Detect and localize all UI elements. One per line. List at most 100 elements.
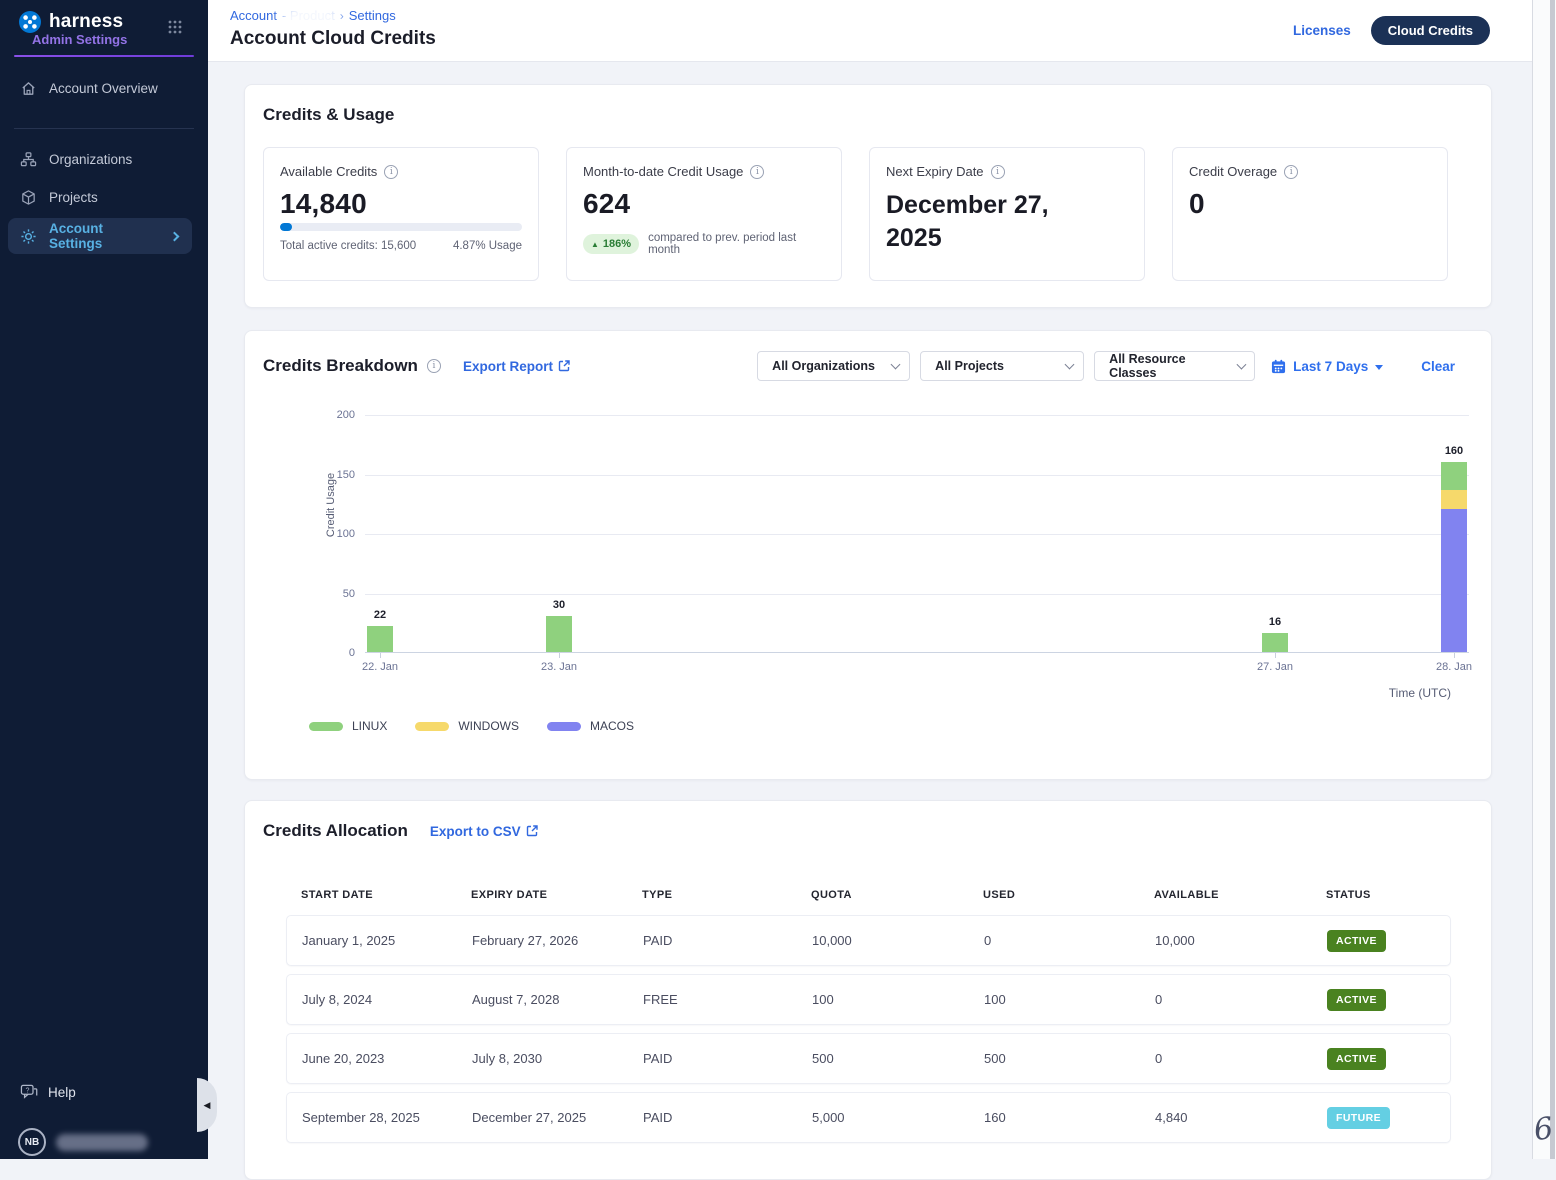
table-cell: PAID: [643, 933, 812, 948]
module-grid-icon[interactable]: [167, 19, 183, 35]
sidebar-item-organizations[interactable]: Organizations: [8, 141, 192, 177]
info-icon[interactable]: i: [991, 165, 1005, 179]
credits-breakdown-panel: Credits Breakdown i Export Report All Or…: [244, 330, 1492, 780]
resource-classes-select[interactable]: All Resource Classes: [1094, 351, 1255, 381]
credits-breakdown-chart: Credit Usage 0501001502002222. Jan3023. …: [365, 415, 1451, 755]
sidebar-divider-accent: [14, 55, 194, 57]
bar-segment-linux[interactable]: [367, 626, 393, 652]
y-tick-label: 100: [319, 528, 355, 540]
usage-percent: 4.87% Usage: [453, 240, 522, 252]
table-row[interactable]: January 1, 2025February 27, 2026PAID10,0…: [286, 915, 1451, 966]
clear-filters-link[interactable]: Clear: [1421, 359, 1455, 374]
sidebar-item-account-overview[interactable]: Account Overview: [8, 70, 192, 106]
table-cell: August 7, 2028: [472, 992, 643, 1007]
table-cell: July 8, 2030: [472, 1051, 643, 1066]
chart-legend: LINUX WINDOWS MACOS: [309, 719, 634, 733]
bar-segment-macos[interactable]: [1441, 509, 1467, 652]
column-header: STATUS: [1326, 889, 1451, 901]
x-tick-mark: [559, 653, 560, 658]
bar-segment-linux[interactable]: [1441, 462, 1467, 491]
cloud-credits-button[interactable]: Cloud Credits: [1371, 16, 1490, 45]
available-credits-value: 14,840: [280, 188, 522, 220]
table-row[interactable]: June 20, 2023July 8, 2030PAID5005000ACTI…: [286, 1033, 1451, 1084]
avatar[interactable]: NB: [18, 1128, 46, 1156]
next-expiry-value: December 27, 2025: [886, 189, 1086, 254]
x-tick-label: 22. Jan: [345, 661, 415, 673]
next-expiry-card: Next Expiry Date i December 27, 2025: [869, 147, 1145, 281]
available-credits-card: Available Credits i 14,840 Total active …: [263, 147, 539, 281]
table-cell: 0: [984, 933, 1155, 948]
sidebar-item-projects[interactable]: Projects: [8, 179, 192, 215]
y-tick-label: 50: [319, 588, 355, 600]
column-header: AVAILABLE: [1154, 889, 1326, 901]
info-icon[interactable]: i: [750, 165, 764, 179]
external-link-icon: [558, 360, 570, 372]
table-cell: 0: [1155, 992, 1327, 1007]
sidebar-item-label: Account Overview: [49, 81, 158, 96]
bar-segment-windows[interactable]: [1441, 490, 1467, 509]
chart-plot: 0501001502002222. Jan3023. Jan1627. Jan1…: [365, 415, 1469, 653]
bar-value-label: 160: [1424, 445, 1484, 457]
column-header: EXPIRY DATE: [471, 889, 642, 901]
allocation-rows: January 1, 2025February 27, 2026PAID10,0…: [286, 915, 1451, 1143]
status-badge: ACTIVE: [1327, 930, 1386, 952]
column-header: USED: [983, 889, 1154, 901]
scrollbar-thumb[interactable]: [1550, 0, 1555, 1159]
status-badge: ACTIVE: [1327, 1048, 1386, 1070]
status-badge: FUTURE: [1327, 1107, 1390, 1129]
breadcrumb-account[interactable]: Account: [230, 8, 277, 23]
info-icon[interactable]: i: [427, 359, 441, 373]
legend-swatch: [547, 722, 581, 731]
sidebar-subtitle: Admin Settings: [32, 32, 127, 47]
delta-note: compared to prev. period last month: [648, 232, 825, 256]
legend-item-linux[interactable]: LINUX: [309, 719, 387, 733]
date-range-picker[interactable]: Last 7 Days: [1271, 359, 1383, 374]
bar-segment-linux[interactable]: [1262, 633, 1288, 652]
licenses-link[interactable]: Licenses: [1293, 23, 1351, 38]
breadcrumb-settings[interactable]: Settings: [349, 8, 396, 23]
credits-allocation-heading: Credits Allocation: [263, 821, 408, 841]
scrollbar[interactable]: [1532, 0, 1556, 1159]
breadcrumb[interactable]: Account - Product › Settings: [230, 8, 396, 23]
sidebar: harness Admin Settings Account Overview …: [0, 0, 208, 1159]
calendar-icon: [1271, 359, 1286, 374]
table-row[interactable]: September 28, 2025December 27, 2025PAID5…: [286, 1092, 1451, 1143]
table-cell: PAID: [643, 1110, 812, 1125]
export-csv-link[interactable]: Export to CSV: [430, 824, 538, 839]
projects-select[interactable]: All Projects: [920, 351, 1084, 381]
legend-label: LINUX: [352, 719, 387, 733]
legend-label: MACOS: [590, 719, 634, 733]
x-axis-label: Time (UTC): [1389, 686, 1451, 700]
bar-segment-linux[interactable]: [546, 616, 572, 652]
info-icon[interactable]: i: [1284, 165, 1298, 179]
table-cell: 10,000: [1155, 933, 1327, 948]
table-cell: January 1, 2025: [302, 933, 472, 948]
card-label: Credit Overage: [1189, 164, 1277, 179]
chevron-down-icon: [1236, 359, 1246, 369]
legend-item-macos[interactable]: MACOS: [547, 719, 634, 733]
credits-usage-panel: Credits & Usage Available Credits i 14,8…: [244, 84, 1492, 308]
legend-item-windows[interactable]: WINDOWS: [415, 719, 519, 733]
legend-swatch: [415, 722, 449, 731]
mtd-usage-value: 624: [583, 188, 825, 220]
sidebar-item-label: Organizations: [49, 152, 132, 167]
sidebar-item-account-settings[interactable]: Account Settings: [8, 218, 192, 254]
credits-breakdown-heading: Credits Breakdown: [263, 356, 418, 376]
table-cell: 100: [984, 992, 1155, 1007]
table-cell: 160: [984, 1110, 1155, 1125]
up-triangle-icon: ▲: [591, 240, 599, 249]
table-row[interactable]: July 8, 2024August 7, 2028FREE1001000ACT…: [286, 974, 1451, 1025]
chevron-down-icon: [1065, 359, 1075, 369]
organizations-select[interactable]: All Organizations: [757, 351, 910, 381]
help-chat-icon: ?: [20, 1084, 38, 1100]
x-tick-label: 28. Jan: [1419, 661, 1489, 673]
x-tick-mark: [1454, 653, 1455, 658]
help-button[interactable]: ? Help: [20, 1084, 76, 1100]
gear-icon: [20, 228, 37, 245]
info-icon[interactable]: i: [384, 165, 398, 179]
chevron-right-icon: [170, 231, 180, 241]
y-tick-label: 0: [319, 647, 355, 659]
export-report-link[interactable]: Export Report: [463, 359, 570, 374]
table-cell: 0: [1155, 1051, 1327, 1066]
credit-overage-card: Credit Overage i 0: [1172, 147, 1448, 281]
